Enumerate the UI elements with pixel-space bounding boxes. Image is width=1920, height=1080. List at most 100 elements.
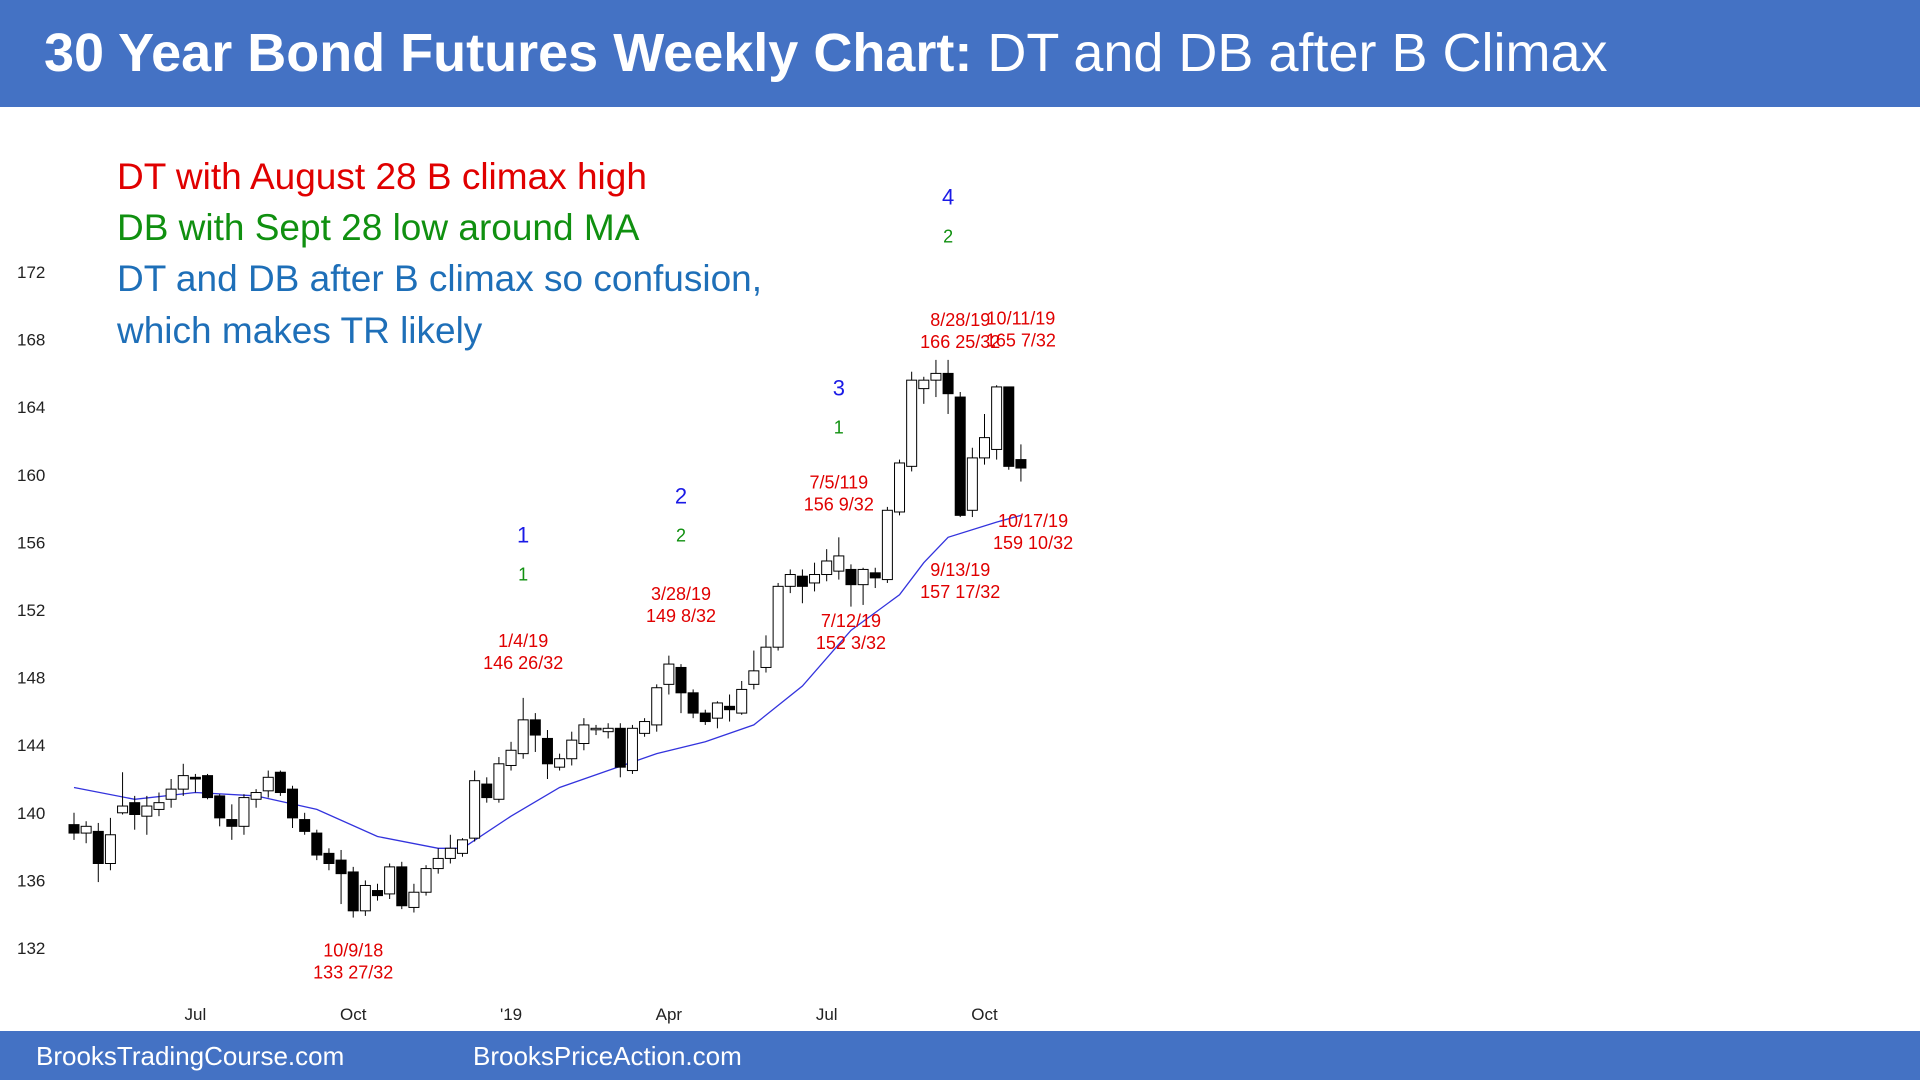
candle [68,812,80,840]
candle [639,718,651,737]
bear-candle-body [323,852,335,864]
candle [311,829,323,861]
candle [481,777,493,803]
candles [68,359,1027,918]
candle [614,723,626,778]
bull-candle-body [590,727,602,731]
bull-candle-body [663,663,675,685]
date-price-label: 10/17/19 [998,511,1068,531]
candle [675,664,687,714]
bear-candle-body [372,890,383,897]
x-tick-label: Oct [971,1005,998,1024]
date-price-label: 7/5/119 [809,472,868,492]
wave-sub-count-label: 2 [676,526,686,546]
candle [177,763,189,796]
x-tick-label: Oct [340,1005,367,1024]
candle [869,567,881,589]
candle [845,564,857,607]
candle [129,795,141,830]
candle [602,723,614,739]
bear-candle-body [845,568,857,586]
candle [359,880,371,916]
wave-sub-count-label: 2 [943,226,953,246]
bull-candle-body [626,727,638,772]
candle [881,506,893,583]
candle [529,713,541,752]
y-tick-label: 156 [17,533,45,552]
bear-candle-body [954,396,966,516]
bear-candle-body [274,771,286,794]
bear-candle-body [687,692,699,714]
candle [1015,444,1027,482]
date-price-label: 157 17/32 [920,582,1000,602]
date-price-label: 7/12/19 [821,611,881,631]
bear-candle-body [347,871,359,912]
date-price-label: 156 9/32 [804,494,874,514]
y-tick-label: 152 [17,601,45,620]
bull-candle-body [979,437,990,459]
bull-candle-body [906,379,918,467]
candle [274,770,286,796]
bull-candle-body [262,776,274,792]
bull-candle-body [505,749,517,766]
bear-candle-body [796,575,808,587]
y-tick-label: 160 [17,466,45,485]
candle [384,863,396,899]
bull-candle-body [578,724,590,745]
bull-candle-body [153,802,165,810]
y-tick-label: 132 [17,939,45,958]
date-price-label: 165 7/32 [986,330,1056,350]
y-tick-label: 172 [17,263,45,282]
candle [408,883,420,913]
note-tr-likely: which makes TR likely [117,310,483,351]
bull-candle-body [602,727,614,733]
bull-candle-body [359,884,371,912]
bull-candle-body [238,797,250,827]
footer-left[interactable]: BrooksTradingCourse.com [36,1041,345,1071]
candle [663,655,675,695]
bull-candle-body [420,868,432,893]
date-price-label: 9/13/19 [930,560,990,580]
candle [821,549,833,582]
y-tick-label: 168 [17,331,45,350]
chart-title-bold: 30 Year Bond Futures Weekly Chart: [44,23,973,83]
candle [226,804,238,840]
date-price-label: 133 27/32 [313,962,393,982]
bull-candle-body [991,386,1003,450]
bear-candle-body [675,666,687,694]
bull-candle-body [408,891,420,908]
candle [104,817,116,871]
candle [833,537,845,580]
bear-candle-body [129,802,141,815]
wave-sub-count-label: 1 [518,564,528,584]
candle [991,385,1003,460]
date-price-label: 166 25/32 [920,332,1000,352]
bull-candle-body [444,847,456,859]
bear-candle-body [869,572,881,579]
candle [238,794,250,835]
y-tick-label: 148 [17,669,45,688]
wave-count-label: 2 [675,484,687,509]
bear-candle-body [724,705,736,711]
bull-candle-body [384,866,396,895]
candle [954,391,966,518]
y-tick-label: 136 [17,871,45,890]
bull-candle-body [566,739,578,760]
candle [784,569,796,594]
candle [335,849,347,905]
candle [966,447,978,518]
x-tick-label: Jul [185,1005,207,1024]
candle [554,753,566,771]
candle [809,562,821,592]
bull-candle-body [736,688,748,714]
candle [590,724,602,736]
moving-average [73,514,1022,849]
bull-candle-body [881,509,893,581]
footer-right[interactable]: BrooksPriceAction.com [473,1041,742,1071]
bull-candle-body [918,379,930,390]
wave-sub-count-label: 1 [834,417,844,437]
date-price-label: 10/11/19 [987,308,1056,328]
candle [189,773,201,793]
candle [906,371,918,472]
bear-candle-body [699,712,711,723]
